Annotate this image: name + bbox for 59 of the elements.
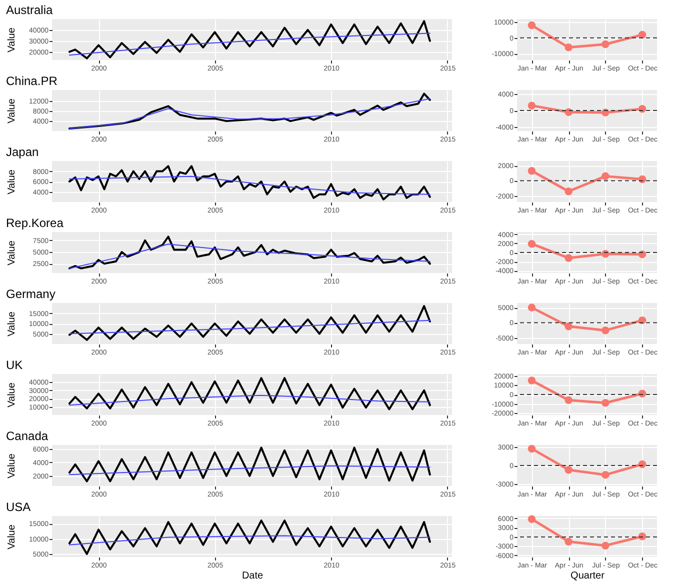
point (528, 304, 536, 312)
point (602, 542, 610, 550)
chart-title: UK (6, 358, 23, 372)
point (564, 188, 572, 196)
line-series (68, 535, 430, 546)
line-series (68, 394, 430, 406)
point (564, 538, 572, 546)
line-series (68, 32, 430, 56)
point (638, 30, 646, 39)
line-series (68, 165, 431, 200)
chart-title: USA (6, 500, 31, 514)
line-series (68, 520, 431, 555)
point (602, 326, 610, 334)
point (602, 399, 610, 407)
point (564, 108, 572, 116)
x-axis-title: Quarter (570, 570, 606, 582)
point (528, 240, 536, 248)
chart-title: China.PR (6, 74, 58, 88)
y-axis-title: Value (6, 27, 18, 52)
line-series (68, 446, 431, 482)
point (528, 102, 536, 110)
point (564, 466, 572, 474)
y-axis-title: Value (6, 98, 18, 124)
y-axis-title: Value (6, 524, 18, 550)
point (602, 172, 610, 180)
line-series (68, 244, 430, 269)
chart-title: Germany (6, 287, 56, 301)
point (564, 44, 572, 52)
line-series (68, 92, 431, 130)
line-series (68, 305, 431, 341)
point (528, 444, 536, 453)
point (638, 175, 646, 184)
point (564, 254, 572, 262)
point (638, 250, 646, 258)
point (638, 460, 646, 468)
y-axis-title: Value (6, 453, 18, 478)
chart-title: Rep.Korea (6, 216, 64, 230)
line-series (68, 377, 431, 410)
point (602, 40, 610, 48)
y-axis-title: Value (6, 169, 18, 194)
chart-title: Canada (6, 429, 48, 443)
point (602, 470, 610, 479)
line-series (68, 236, 431, 270)
line-series (68, 20, 431, 60)
line-series (68, 176, 430, 195)
chart-title: Australia (6, 3, 54, 17)
line-series (68, 465, 430, 476)
point (564, 396, 572, 404)
y-axis-title: Value (6, 382, 18, 408)
point (528, 167, 536, 175)
point (564, 322, 572, 330)
x-axis-title: Date (242, 570, 264, 582)
chart-title: Japan (6, 145, 39, 159)
point (528, 21, 536, 30)
y-axis-title: Value (6, 311, 18, 336)
point (528, 515, 536, 523)
line-series (68, 98, 430, 130)
y-axis-title: Value (6, 240, 18, 266)
point (528, 376, 536, 384)
